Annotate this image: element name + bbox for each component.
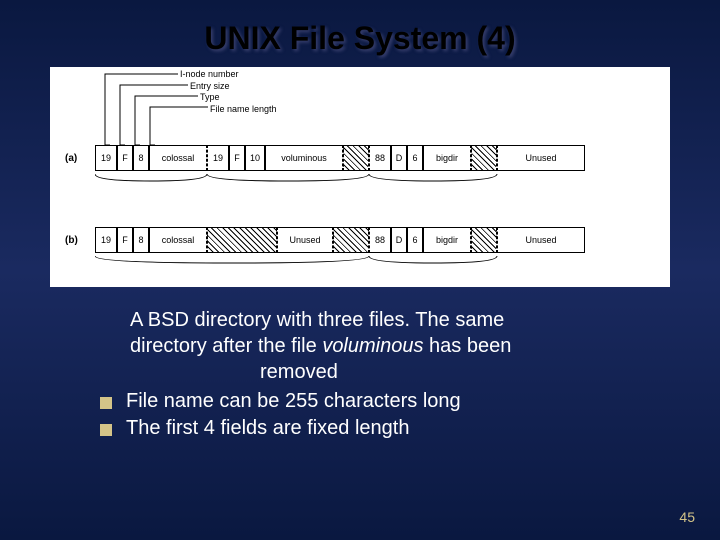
cell-a-type2: F [229, 145, 245, 171]
leader-lines [50, 67, 670, 157]
cell-a-len3: 6 [407, 145, 423, 171]
caption-italic: voluminous [322, 335, 423, 357]
bullet-icon [100, 424, 112, 436]
cell-b-unused2: Unused [497, 227, 585, 253]
bullet-text-1: File name can be 255 characters long [126, 390, 461, 413]
dir-row-a: 19 F 8 colossal 19 F 10 voluminous 88 D … [95, 145, 585, 171]
caption-line2a: directory after the file [130, 335, 322, 357]
cell-b-name1: colossal [149, 227, 207, 253]
cell-b-unused1: Unused [277, 227, 333, 253]
cell-b-pad [471, 227, 497, 253]
cell-a-unused: Unused [497, 145, 585, 171]
bullet-text-2: The first 4 fields are fixed length [126, 417, 409, 440]
cell-a-inode1: 19 [95, 145, 117, 171]
row-a-label: (a) [65, 153, 77, 164]
cell-a-len2: 10 [245, 145, 265, 171]
diagram: I-node number Entry size Type File name … [50, 67, 670, 287]
cell-b-hatch2 [333, 227, 369, 253]
row-a-braces [95, 171, 615, 201]
row-b-braces [95, 253, 615, 283]
cell-a-pad1 [343, 145, 369, 171]
bullet-list: File name can be 255 characters long The… [100, 390, 650, 440]
page-title: UNIX File System (4) [0, 0, 720, 57]
cell-a-len1: 8 [133, 145, 149, 171]
cell-b-inode1: 19 [95, 227, 117, 253]
bullet-icon [100, 397, 112, 409]
cell-a-name3: bigdir [423, 145, 471, 171]
dir-row-b: 19 F 8 colossal Unused 88 D 6 bigdir Unu… [95, 227, 585, 253]
bullet-item-2: The first 4 fields are fixed length [100, 417, 650, 440]
cell-a-pad2 [471, 145, 497, 171]
cell-b-type1: F [117, 227, 133, 253]
cell-b-name2: bigdir [423, 227, 471, 253]
caption-line2c: has been [423, 335, 511, 357]
cell-a-inode3: 88 [369, 145, 391, 171]
cell-b-len1: 8 [133, 227, 149, 253]
bullet-item-1: File name can be 255 characters long [100, 390, 650, 413]
cell-b-hatch1 [207, 227, 277, 253]
cell-a-type1: F [117, 145, 133, 171]
caption-line1: A BSD directory with three files. The sa… [130, 309, 504, 331]
row-b-label: (b) [65, 235, 78, 246]
cell-b-type2: D [391, 227, 407, 253]
page-number: 45 [679, 509, 695, 525]
caption: A BSD directory with three files. The sa… [130, 307, 650, 385]
cell-a-name2: voluminous [265, 145, 343, 171]
cell-b-inode2: 88 [369, 227, 391, 253]
cell-a-name1: colossal [149, 145, 207, 171]
cell-b-len2: 6 [407, 227, 423, 253]
caption-line3: removed [260, 359, 338, 385]
cell-a-type3: D [391, 145, 407, 171]
cell-a-inode2: 19 [207, 145, 229, 171]
